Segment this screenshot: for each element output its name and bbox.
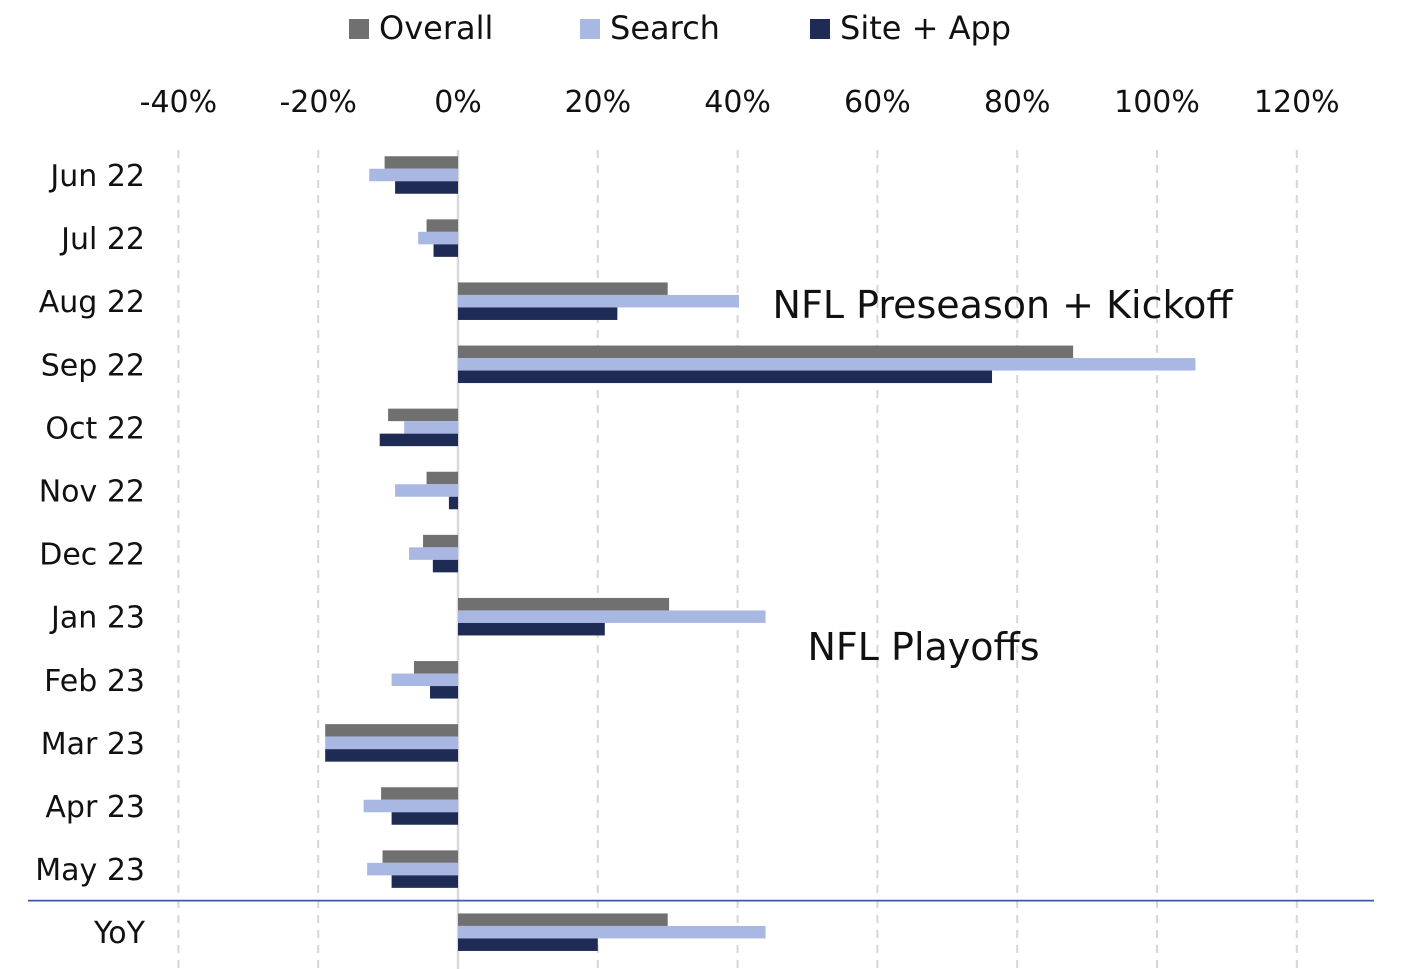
bar-site-app-jun-22: [395, 181, 458, 194]
bar-site-app-jan-23: [458, 622, 605, 636]
category-label: Aug 22: [39, 285, 145, 320]
x-tick-label: 60%: [844, 85, 911, 120]
bar-search-yoy: [458, 925, 766, 939]
bar-search-sep-22: [458, 358, 1196, 371]
bar-search-apr-23: [363, 799, 458, 813]
bar-site-app-nov-22: [448, 496, 458, 510]
bar-search-nov-22: [395, 484, 458, 497]
bar-search-jan-23: [458, 610, 766, 623]
legend-label-overall: Overall: [379, 9, 493, 47]
bar-overall-oct-22: [388, 408, 458, 422]
legend-label-search: Search: [610, 9, 720, 47]
bar-site-app-feb-23: [430, 686, 458, 699]
legend-swatch-search: [580, 19, 600, 39]
bar-site-app-oct-22: [379, 433, 458, 447]
bar-site-app-aug-22: [458, 307, 618, 320]
bar-overall-jul-22: [426, 219, 458, 232]
x-tick-label: 20%: [564, 85, 631, 120]
bar-site-app-yoy: [458, 938, 598, 951]
bar-overall-dec-22: [423, 534, 458, 548]
bar-search-jun-22: [369, 168, 458, 182]
bar-overall-yoy: [458, 913, 668, 926]
bar-site-app-sep-22: [458, 370, 993, 384]
bar-search-jul-22: [418, 231, 458, 245]
bar-search-dec-22: [409, 547, 458, 560]
bar-search-mar-23: [325, 736, 458, 750]
category-label: Feb 23: [44, 664, 145, 699]
x-tick-label: 120%: [1254, 85, 1340, 120]
x-tick-label: -40%: [140, 85, 218, 120]
category-label: Jul 22: [59, 222, 145, 257]
bar-overall-may-23: [382, 850, 458, 863]
category-label: Sep 22: [41, 348, 145, 383]
bar-site-app-dec-22: [432, 559, 458, 573]
x-tick-label: 80%: [984, 85, 1051, 120]
x-tick-label: 0%: [434, 85, 482, 120]
category-label: Jan 23: [49, 601, 145, 636]
bar-site-app-may-23: [391, 875, 458, 888]
bar-overall-jan-23: [458, 597, 670, 611]
bar-search-feb-23: [391, 673, 458, 687]
bar-search-oct-22: [404, 421, 458, 434]
bar-site-app-mar-23: [325, 749, 458, 762]
bar-search-aug-22: [458, 294, 739, 308]
bar-overall-mar-23: [325, 724, 458, 737]
annotation-1: NFL Playoffs: [808, 625, 1040, 669]
annotation-0: NFL Preseason + Kickoff: [773, 283, 1234, 327]
category-label: Dec 22: [39, 538, 145, 573]
legend-label-site-app: Site + App: [840, 9, 1011, 47]
bar-site-app-jul-22: [433, 244, 458, 257]
category-label: Mar 23: [41, 727, 145, 762]
bar-overall-feb-23: [413, 661, 458, 674]
category-label: Jun 22: [48, 159, 145, 194]
x-tick-label: 100%: [1114, 85, 1200, 120]
legend-swatch-overall: [349, 19, 369, 39]
bar-search-may-23: [367, 862, 458, 876]
bar-overall-nov-22: [426, 471, 458, 485]
bar-overall-aug-22: [458, 282, 668, 295]
category-label: YoY: [93, 916, 146, 951]
bar-overall-apr-23: [381, 787, 458, 800]
bar-overall-jun-22: [384, 156, 458, 169]
bar-site-app-apr-23: [391, 812, 458, 825]
category-label: Nov 22: [39, 475, 145, 510]
x-tick-label: -20%: [279, 85, 357, 120]
category-label: May 23: [35, 853, 145, 888]
category-label: Oct 22: [45, 411, 145, 446]
bar-overall-sep-22: [458, 345, 1074, 359]
legend-swatch-site-app: [810, 19, 830, 39]
x-tick-label: 40%: [704, 85, 771, 120]
category-label: Apr 23: [45, 790, 145, 825]
